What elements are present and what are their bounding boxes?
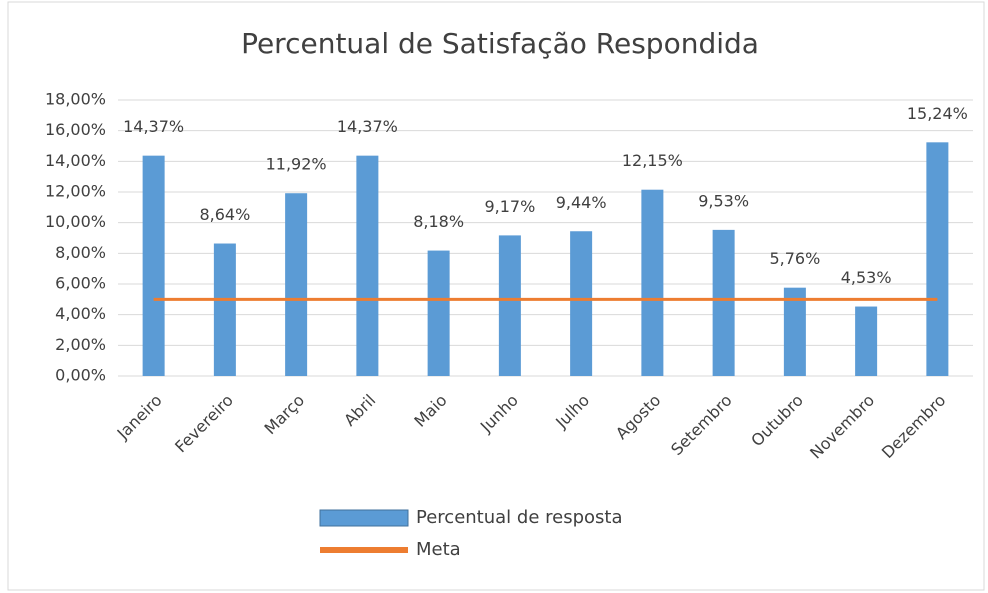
data-label: 4,53% xyxy=(841,268,892,287)
y-tick-label: 12,00% xyxy=(45,182,106,201)
data-label: 9,17% xyxy=(484,197,535,216)
bar xyxy=(213,243,236,376)
bar xyxy=(641,189,664,376)
data-label: 9,44% xyxy=(556,193,607,212)
data-label: 15,24% xyxy=(907,104,968,123)
bar xyxy=(855,306,878,376)
legend-label: Meta xyxy=(416,539,461,560)
y-tick-label: 18,00% xyxy=(45,90,106,109)
data-label: 12,15% xyxy=(622,151,683,170)
y-tick-label: 2,00% xyxy=(55,335,106,354)
bar xyxy=(783,287,806,376)
y-tick-label: 6,00% xyxy=(55,274,106,293)
bar xyxy=(498,235,521,376)
data-label: 11,92% xyxy=(266,155,327,174)
y-tick-label: 16,00% xyxy=(45,120,106,139)
y-tick-label: 4,00% xyxy=(55,304,106,323)
y-tick-label: 8,00% xyxy=(55,243,106,262)
bar xyxy=(427,250,450,376)
bar xyxy=(570,231,593,376)
data-label: 14,37% xyxy=(337,117,398,136)
data-label: 9,53% xyxy=(698,191,749,210)
bar xyxy=(712,229,735,376)
data-label: 14,37% xyxy=(123,117,184,136)
chart-title: Percentual de Satisfação Respondida xyxy=(241,27,759,60)
data-label: 8,64% xyxy=(199,205,250,224)
y-tick-label: 10,00% xyxy=(45,212,106,231)
bar xyxy=(142,155,165,376)
bar xyxy=(356,155,379,376)
data-label: 5,76% xyxy=(769,249,820,268)
y-tick-label: 0,00% xyxy=(55,366,106,385)
legend-swatch xyxy=(319,509,409,527)
legend-label: Percentual de resposta xyxy=(416,507,622,528)
bar xyxy=(285,193,308,376)
y-tick-label: 14,00% xyxy=(45,151,106,170)
bar xyxy=(926,142,949,376)
data-label: 8,18% xyxy=(413,212,464,231)
